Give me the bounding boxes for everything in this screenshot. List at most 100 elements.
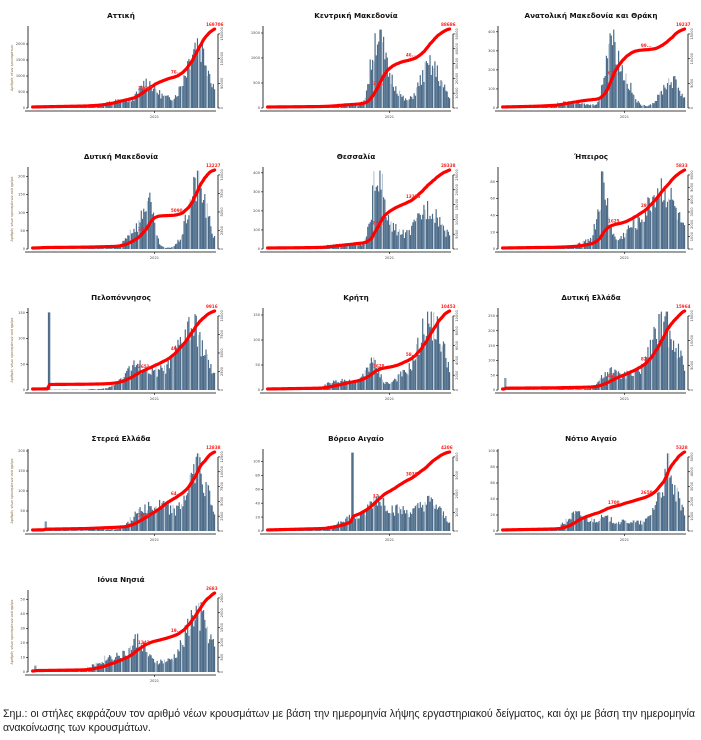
daily-cases-bar: [73, 530, 75, 531]
daily-cases-bar: [394, 90, 396, 108]
daily-cases-bar: [403, 510, 405, 531]
daily-cases-bar: [140, 85, 142, 108]
daily-cases-bar: [211, 505, 213, 531]
daily-cases-bar: [342, 381, 344, 390]
daily-cases-bar: [658, 491, 660, 531]
cumulative-cases-line: [501, 168, 687, 250]
daily-cases-bar: [434, 61, 436, 108]
x-tick-label: 2021: [385, 115, 394, 119]
daily-cases-bar: [651, 353, 653, 390]
daily-cases-bar: [423, 334, 425, 390]
daily-cases-bar: [198, 170, 200, 249]
daily-cases-bar: [174, 657, 177, 672]
daily-cases-bar: [564, 389, 566, 390]
daily-cases-bar: [44, 521, 46, 531]
daily-cases-bar: [383, 197, 385, 249]
daily-cases-bar: [150, 202, 152, 249]
daily-cases-bar: [585, 388, 587, 390]
daily-cases-bar: [434, 508, 436, 531]
daily-cases-bar: [362, 102, 364, 108]
cumulative-cases-line: [31, 168, 217, 250]
daily-cases-bar: [384, 383, 386, 390]
daily-cases-bar: [419, 75, 421, 108]
daily-cases-bar: [174, 345, 177, 390]
daily-cases-bar: [116, 529, 118, 531]
daily-cases-bar: [111, 247, 113, 249]
daily-cases-bar: [94, 389, 96, 390]
chart-title: Δυτική Ελλάδα: [561, 293, 620, 302]
daily-cases-bar: [204, 194, 206, 249]
y-tick-label: 100: [488, 359, 496, 363]
region-chart: Πελοπόννησος Αριθμός νέων κρουσμάτων ανά …: [0, 282, 232, 417]
daily-cases-bar: [104, 248, 106, 249]
daily-cases-bar: [75, 530, 78, 531]
y2-tick-label: 10000: [220, 465, 224, 477]
daily-cases-bar: [365, 509, 368, 531]
daily-cases-bar: [428, 65, 430, 108]
cumulative-value-label: 26...: [138, 226, 149, 231]
daily-cases-bar: [588, 388, 590, 390]
y-tick-label: 40: [20, 612, 25, 616]
daily-cases-bar: [641, 105, 643, 108]
daily-cases-bar: [367, 504, 369, 531]
daily-cases-bar: [657, 492, 659, 531]
daily-cases-bar: [166, 247, 168, 249]
daily-cases-bar: [384, 505, 386, 531]
y-tick-label: 150: [488, 344, 496, 348]
cumulative-value-label: 3628: [373, 363, 385, 368]
daily-cases-bar: [356, 516, 358, 531]
daily-cases-bar: [566, 389, 568, 390]
y-tick-label: 0: [258, 529, 261, 533]
daily-cases-bar: [379, 377, 381, 390]
daily-cases-bar: [627, 88, 629, 108]
daily-cases-bar: [320, 530, 322, 531]
daily-cases-bar: [624, 80, 626, 108]
daily-cases-bar: [419, 214, 421, 249]
region-chart: Κεντρική Μακεδονία 37... 46... 88686 0 500 100…: [235, 0, 467, 135]
daily-cases-bar: [362, 510, 364, 531]
daily-cases-bar: [629, 227, 631, 249]
daily-cases-bar: [369, 59, 371, 108]
daily-cases-bar: [184, 625, 186, 672]
daily-cases-bar: [409, 512, 412, 531]
daily-cases-bar: [206, 354, 208, 390]
daily-cases-bar: [375, 496, 377, 531]
daily-cases-bar: [422, 504, 424, 531]
daily-cases-bar: [149, 654, 151, 672]
daily-cases-bar: [406, 229, 408, 249]
daily-cases-bar: [583, 517, 586, 531]
daily-cases-bar: [680, 222, 682, 249]
daily-cases-bar: [361, 511, 363, 531]
daily-cases-bar: [626, 229, 628, 249]
daily-cases-bar: [149, 373, 151, 390]
daily-cases-bar: [591, 105, 593, 108]
daily-cases-bar: [178, 86, 180, 108]
daily-cases-bar: [571, 101, 573, 108]
y2-tick-label: 3000: [690, 481, 694, 491]
daily-cases-bar: [118, 655, 120, 672]
daily-cases-bar: [412, 508, 414, 531]
daily-cases-bar: [378, 495, 380, 531]
daily-cases-bar: [83, 670, 85, 672]
daily-cases-bar: [88, 529, 90, 531]
daily-cases-bar: [431, 213, 434, 249]
daily-cases-bar: [435, 209, 437, 249]
daily-cases-bar: [649, 210, 651, 249]
daily-cases-bar: [151, 658, 153, 672]
daily-cases-bar: [435, 504, 437, 531]
y2-tick-label: 0: [220, 247, 224, 250]
daily-cases-bar: [359, 377, 362, 390]
daily-cases-bar: [586, 104, 588, 108]
daily-cases-bar: [630, 227, 632, 249]
daily-cases-bar: [636, 102, 638, 108]
daily-cases-bar: [35, 665, 37, 672]
daily-cases-bar: [614, 236, 616, 249]
daily-cases-bar: [681, 222, 683, 249]
daily-cases-bar: [141, 651, 144, 672]
daily-cases-bar: [505, 378, 507, 390]
daily-cases-bar: [209, 368, 211, 390]
y2-tick-label: 2000: [220, 607, 224, 617]
daily-cases-bar: [386, 510, 388, 531]
y-tick-label: 0: [23, 670, 26, 674]
daily-cases-bar: [190, 203, 192, 249]
